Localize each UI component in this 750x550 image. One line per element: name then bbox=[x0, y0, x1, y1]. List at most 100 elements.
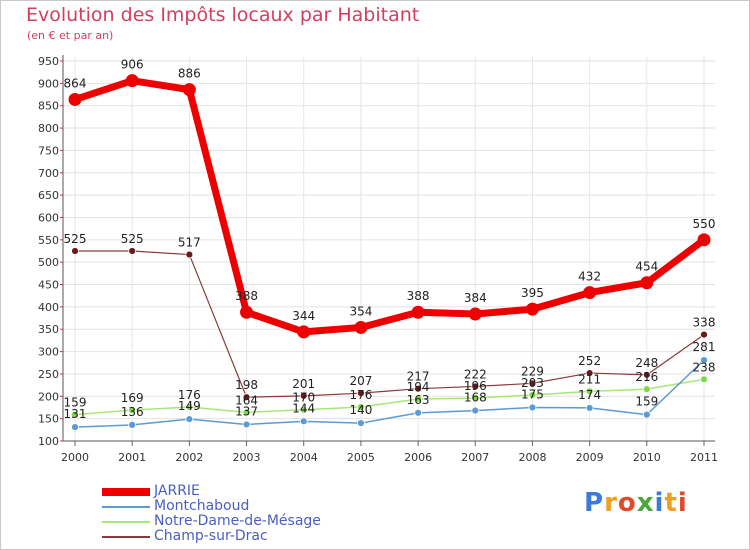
data-point bbox=[357, 389, 365, 398]
chart-subtitle: (en € et par an) bbox=[27, 29, 114, 42]
data-label: 344 bbox=[292, 309, 315, 323]
data-point bbox=[411, 305, 425, 319]
data-point bbox=[525, 302, 539, 316]
data-point bbox=[468, 307, 482, 321]
logo-letter: i bbox=[654, 488, 665, 518]
data-label: 159 bbox=[635, 395, 658, 409]
data-label: 136 bbox=[121, 405, 144, 419]
data-label: 164 bbox=[235, 393, 258, 407]
data-label: 906 bbox=[121, 58, 144, 72]
data-label: 248 bbox=[635, 356, 658, 370]
data-label: 211 bbox=[578, 372, 601, 386]
x-tick-label: 2010 bbox=[633, 451, 661, 464]
legend-item-montchaboud[interactable]: Montchaboud bbox=[102, 498, 402, 514]
y-tick-label: 300 bbox=[38, 346, 59, 359]
data-label: 517 bbox=[178, 236, 201, 250]
data-point bbox=[585, 369, 594, 377]
data-point bbox=[700, 330, 708, 339]
y-tick-label: 550 bbox=[38, 234, 59, 247]
data-label: 281 bbox=[693, 340, 716, 354]
data-label: 454 bbox=[635, 260, 658, 274]
data-point bbox=[182, 83, 196, 97]
legend-item-jarrie[interactable]: JARRIE bbox=[102, 483, 402, 499]
logo-letter: i bbox=[677, 488, 688, 518]
proxiti-logo: Proxiti bbox=[584, 488, 688, 518]
legend: JARRIE Montchaboud Notre-Dame-de-Mésage … bbox=[102, 483, 402, 544]
data-point bbox=[185, 415, 194, 423]
logo-letter: r bbox=[604, 488, 618, 518]
data-point bbox=[240, 305, 254, 319]
y-tick-label: 350 bbox=[38, 323, 59, 336]
legend-swatch-champ-sur-drac bbox=[102, 536, 150, 538]
data-label: 176 bbox=[178, 388, 201, 402]
x-tick-label: 2007 bbox=[461, 451, 489, 464]
legend-label-notre-dame-de-mesage: Notre-Dame-de-Mésage bbox=[154, 513, 321, 529]
data-point bbox=[185, 403, 194, 411]
legend-label-montchaboud: Montchaboud bbox=[154, 498, 250, 514]
data-label: 217 bbox=[407, 370, 430, 384]
data-label: 238 bbox=[693, 360, 716, 374]
data-point bbox=[242, 393, 251, 402]
x-tick-label: 2005 bbox=[347, 451, 375, 464]
data-point bbox=[585, 387, 594, 396]
data-label: 384 bbox=[464, 291, 487, 305]
legend-swatch-notre-dame-de-mesage bbox=[102, 521, 150, 523]
data-label: 252 bbox=[578, 354, 601, 368]
data-label: 388 bbox=[407, 289, 430, 303]
data-point bbox=[528, 391, 537, 399]
data-point bbox=[185, 250, 194, 259]
data-label: 163 bbox=[407, 393, 430, 407]
y-tick-label: 150 bbox=[38, 413, 59, 426]
x-tick-label: 2009 bbox=[576, 451, 604, 464]
data-label: 525 bbox=[121, 232, 144, 246]
y-tick-label: 800 bbox=[38, 122, 59, 135]
data-label: 222 bbox=[464, 367, 487, 381]
data-point bbox=[299, 405, 308, 414]
y-tick-label: 700 bbox=[38, 167, 59, 180]
data-point bbox=[585, 404, 594, 412]
data-point bbox=[471, 382, 480, 391]
data-point bbox=[125, 74, 139, 88]
y-tick-label: 400 bbox=[38, 301, 59, 314]
data-point bbox=[242, 408, 251, 417]
data-point bbox=[71, 423, 79, 432]
data-point bbox=[414, 395, 422, 403]
data-point bbox=[299, 417, 308, 426]
data-label: 864 bbox=[64, 76, 87, 90]
data-label: 159 bbox=[64, 396, 87, 410]
data-label: 550 bbox=[693, 217, 716, 231]
y-tick-label: 450 bbox=[38, 279, 59, 292]
legend-swatch-jarrie bbox=[102, 488, 150, 496]
plot-area bbox=[63, 57, 715, 441]
data-label: 207 bbox=[349, 374, 372, 388]
y-tick-label: 100 bbox=[38, 435, 59, 448]
data-label: 432 bbox=[578, 270, 601, 284]
y-tick-label: 200 bbox=[38, 390, 59, 403]
data-point bbox=[354, 320, 368, 334]
data-label: 196 bbox=[464, 379, 487, 393]
legend-label-champ-sur-drac: Champ-sur-Drac bbox=[154, 528, 268, 544]
data-point bbox=[71, 247, 79, 255]
legend-item-champ-sur-drac[interactable]: Champ-sur-Drac bbox=[102, 528, 402, 544]
data-label: 194 bbox=[407, 380, 430, 394]
data-label: 229 bbox=[521, 364, 544, 378]
data-label: 354 bbox=[349, 304, 372, 318]
series-line-notre-dame-de-m-sage bbox=[74, 378, 705, 416]
y-tick-label: 950 bbox=[38, 55, 59, 68]
data-label: 149 bbox=[178, 399, 201, 413]
logo-letter: P bbox=[584, 488, 605, 518]
x-tick-label: 2000 bbox=[61, 451, 89, 464]
data-label: 169 bbox=[121, 391, 144, 405]
data-label: 175 bbox=[521, 387, 544, 401]
data-point bbox=[700, 375, 708, 384]
legend-item-notre-dame-de-mesage[interactable]: Notre-Dame-de-Mésage bbox=[102, 513, 402, 529]
legend-label-jarrie: JARRIE bbox=[154, 483, 200, 499]
data-point bbox=[242, 420, 251, 429]
data-label: 176 bbox=[349, 388, 372, 402]
data-label: 170 bbox=[292, 391, 315, 405]
data-label: 525 bbox=[64, 232, 87, 246]
data-point bbox=[640, 276, 654, 290]
x-tick-label: 2008 bbox=[518, 451, 546, 464]
y-tick-label: 250 bbox=[38, 368, 59, 381]
data-point bbox=[128, 247, 137, 255]
